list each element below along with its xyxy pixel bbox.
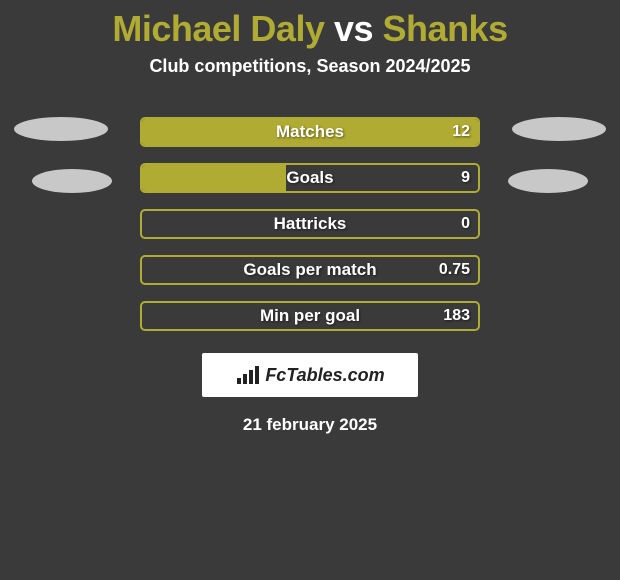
bar-fill (142, 165, 286, 191)
player2-name: Shanks (383, 8, 508, 49)
logo-text: FcTables.com (265, 365, 384, 386)
comparison-chart: Matches12 Goals9 Hattricks0 Goals per match… (0, 117, 620, 331)
avatar-placeholder-icon (14, 117, 108, 141)
bar-track (140, 255, 480, 285)
stat-row: Hattricks0 (140, 209, 480, 239)
bar-fill (142, 119, 478, 145)
date-line: 21 february 2025 (0, 415, 620, 435)
avatar-placeholder-icon (508, 169, 588, 193)
stat-row: Goals per match0.75 (140, 255, 480, 285)
avatar-placeholder-icon (32, 169, 112, 193)
stat-row: Goals9 (140, 163, 480, 193)
bar-track (140, 117, 480, 147)
logo-box: FcTables.com (202, 353, 418, 397)
player1-name: Michael Daly (112, 8, 324, 49)
vs-text: vs (334, 8, 373, 49)
bar-track (140, 301, 480, 331)
stat-row: Matches12 (140, 117, 480, 147)
chart-rows: Matches12 Goals9 Hattricks0 Goals per match… (140, 117, 480, 331)
bar-chart-icon (235, 364, 261, 386)
comparison-title: Michael Daly vs Shanks (0, 0, 620, 50)
avatar-placeholder-icon (512, 117, 606, 141)
subtitle: Club competitions, Season 2024/2025 (0, 56, 620, 77)
stat-row: Min per goal183 (140, 301, 480, 331)
bar-track (140, 209, 480, 239)
bar-track (140, 163, 480, 193)
